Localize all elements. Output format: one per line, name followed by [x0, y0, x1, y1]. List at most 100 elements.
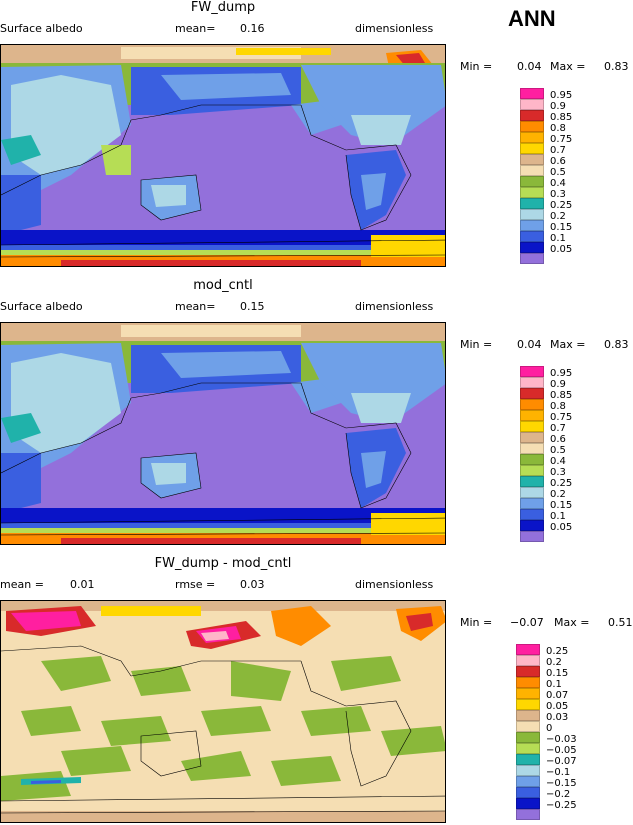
legend-label: 0.5 [550, 445, 566, 456]
min-label: Min = [460, 338, 493, 351]
legend-swatch [520, 154, 544, 165]
legend-swatch [520, 432, 544, 443]
legend-swatch [520, 187, 544, 198]
legend-label: 0.8 [550, 123, 566, 134]
legend-label: −0.03 [546, 734, 577, 745]
legend-label: −0.2 [546, 789, 571, 800]
legend-label: 0.9 [550, 379, 566, 390]
legend-swatch [520, 99, 544, 110]
legend-swatch [520, 176, 544, 187]
legend-label: 0.5 [550, 167, 566, 178]
legend-swatch [520, 443, 544, 454]
units-label: dimensionless [355, 22, 434, 35]
min-label: Min = [460, 60, 493, 73]
legend-swatch [520, 410, 544, 421]
legend-swatch [520, 377, 544, 388]
legend-swatch [516, 732, 540, 743]
legend-swatch [520, 198, 544, 209]
albedo-map-fw-dump [0, 44, 446, 267]
legend-label: 0.75 [550, 134, 573, 145]
mean-label: mean= [175, 22, 216, 35]
legend-swatch [516, 776, 540, 787]
min-value: 0.04 [517, 60, 542, 73]
legend-swatch [520, 465, 544, 476]
rmse-value: 0.03 [240, 578, 265, 591]
legend-swatch [516, 798, 540, 809]
min-value: 0.04 [517, 338, 542, 351]
legend-swatch [520, 399, 544, 410]
max-value: 0.83 [604, 60, 629, 73]
legend-swatch [516, 699, 540, 710]
legend-label: 0.75 [550, 412, 573, 423]
legend-swatch [520, 454, 544, 465]
legend-swatch [516, 809, 540, 820]
legend-label: −0.15 [546, 778, 577, 789]
units-label: dimensionless [355, 578, 434, 591]
legend-label: −0.25 [546, 800, 577, 811]
legend-swatch [516, 765, 540, 776]
legend-label: 0.25 [546, 646, 569, 657]
albedo-map-mod-cntl [0, 322, 446, 545]
legend-label: 0.07 [546, 690, 569, 701]
map-canvas [1, 323, 445, 544]
legend-label: 0.15 [546, 668, 569, 679]
legend-swatch [516, 655, 540, 666]
legend-swatch [520, 421, 544, 432]
legend-label: 0.95 [550, 368, 573, 379]
max-value: 0.51 [608, 616, 633, 629]
legend-swatch [516, 787, 540, 798]
map-canvas [1, 45, 445, 266]
min-label: Min = [460, 616, 493, 629]
map-canvas [1, 601, 445, 822]
legend-label: 0.2 [546, 657, 562, 668]
legend-swatch [520, 242, 544, 253]
legend-label: 0.85 [550, 112, 573, 123]
legend-label: 0.05 [550, 522, 573, 533]
legend-label: −0.1 [546, 767, 571, 778]
max-label: Max = [550, 60, 586, 73]
legend-swatch [520, 209, 544, 220]
legend-label: 0.8 [550, 401, 566, 412]
mean-label: mean = [0, 578, 44, 591]
legend-label: 0.15 [550, 500, 573, 511]
legend-swatch [516, 666, 540, 677]
legend-swatch [520, 165, 544, 176]
legend-swatch [520, 476, 544, 487]
legend-label: 0 [546, 723, 553, 734]
mean-label: mean= [175, 300, 216, 313]
mean-value: 0.15 [240, 300, 265, 313]
legend-label: 0.7 [550, 145, 566, 156]
legend-label: 0.1 [546, 679, 562, 690]
rmse-label: rmse = [175, 578, 216, 591]
legend-label: 0.1 [550, 233, 566, 244]
min-value: −0.07 [510, 616, 544, 629]
units-label: dimensionless [355, 300, 434, 313]
legend-swatch [516, 710, 540, 721]
legend-swatch [520, 509, 544, 520]
legend-swatch [516, 754, 540, 765]
legend-swatch [516, 721, 540, 732]
legend-label: 0.9 [550, 101, 566, 112]
panel-title: FW_dump [190, 0, 256, 15]
legend-swatch [520, 143, 544, 154]
variable-label: Surface albedo [0, 300, 83, 313]
legend-swatch [520, 531, 544, 542]
legend-swatch [520, 487, 544, 498]
legend-swatch [520, 110, 544, 121]
legend-label: 0.6 [550, 156, 566, 167]
legend-swatch [520, 220, 544, 231]
legend-label: 0.03 [546, 712, 569, 723]
legend-label: 0.2 [550, 489, 566, 500]
legend-label: 0.05 [546, 701, 569, 712]
legend-label: 0.85 [550, 390, 573, 401]
max-label: Max = [550, 338, 586, 351]
legend-label: −0.05 [546, 745, 577, 756]
legend-label: 0.4 [550, 456, 566, 467]
legend-swatch [516, 677, 540, 688]
panel-title: FW_dump - mod_cntl [154, 556, 292, 571]
legend-swatch [520, 366, 544, 377]
season-label: ANN [508, 6, 556, 31]
variable-label: Surface albedo [0, 22, 83, 35]
legend-label: 0.95 [550, 90, 573, 101]
legend-swatch [520, 498, 544, 509]
